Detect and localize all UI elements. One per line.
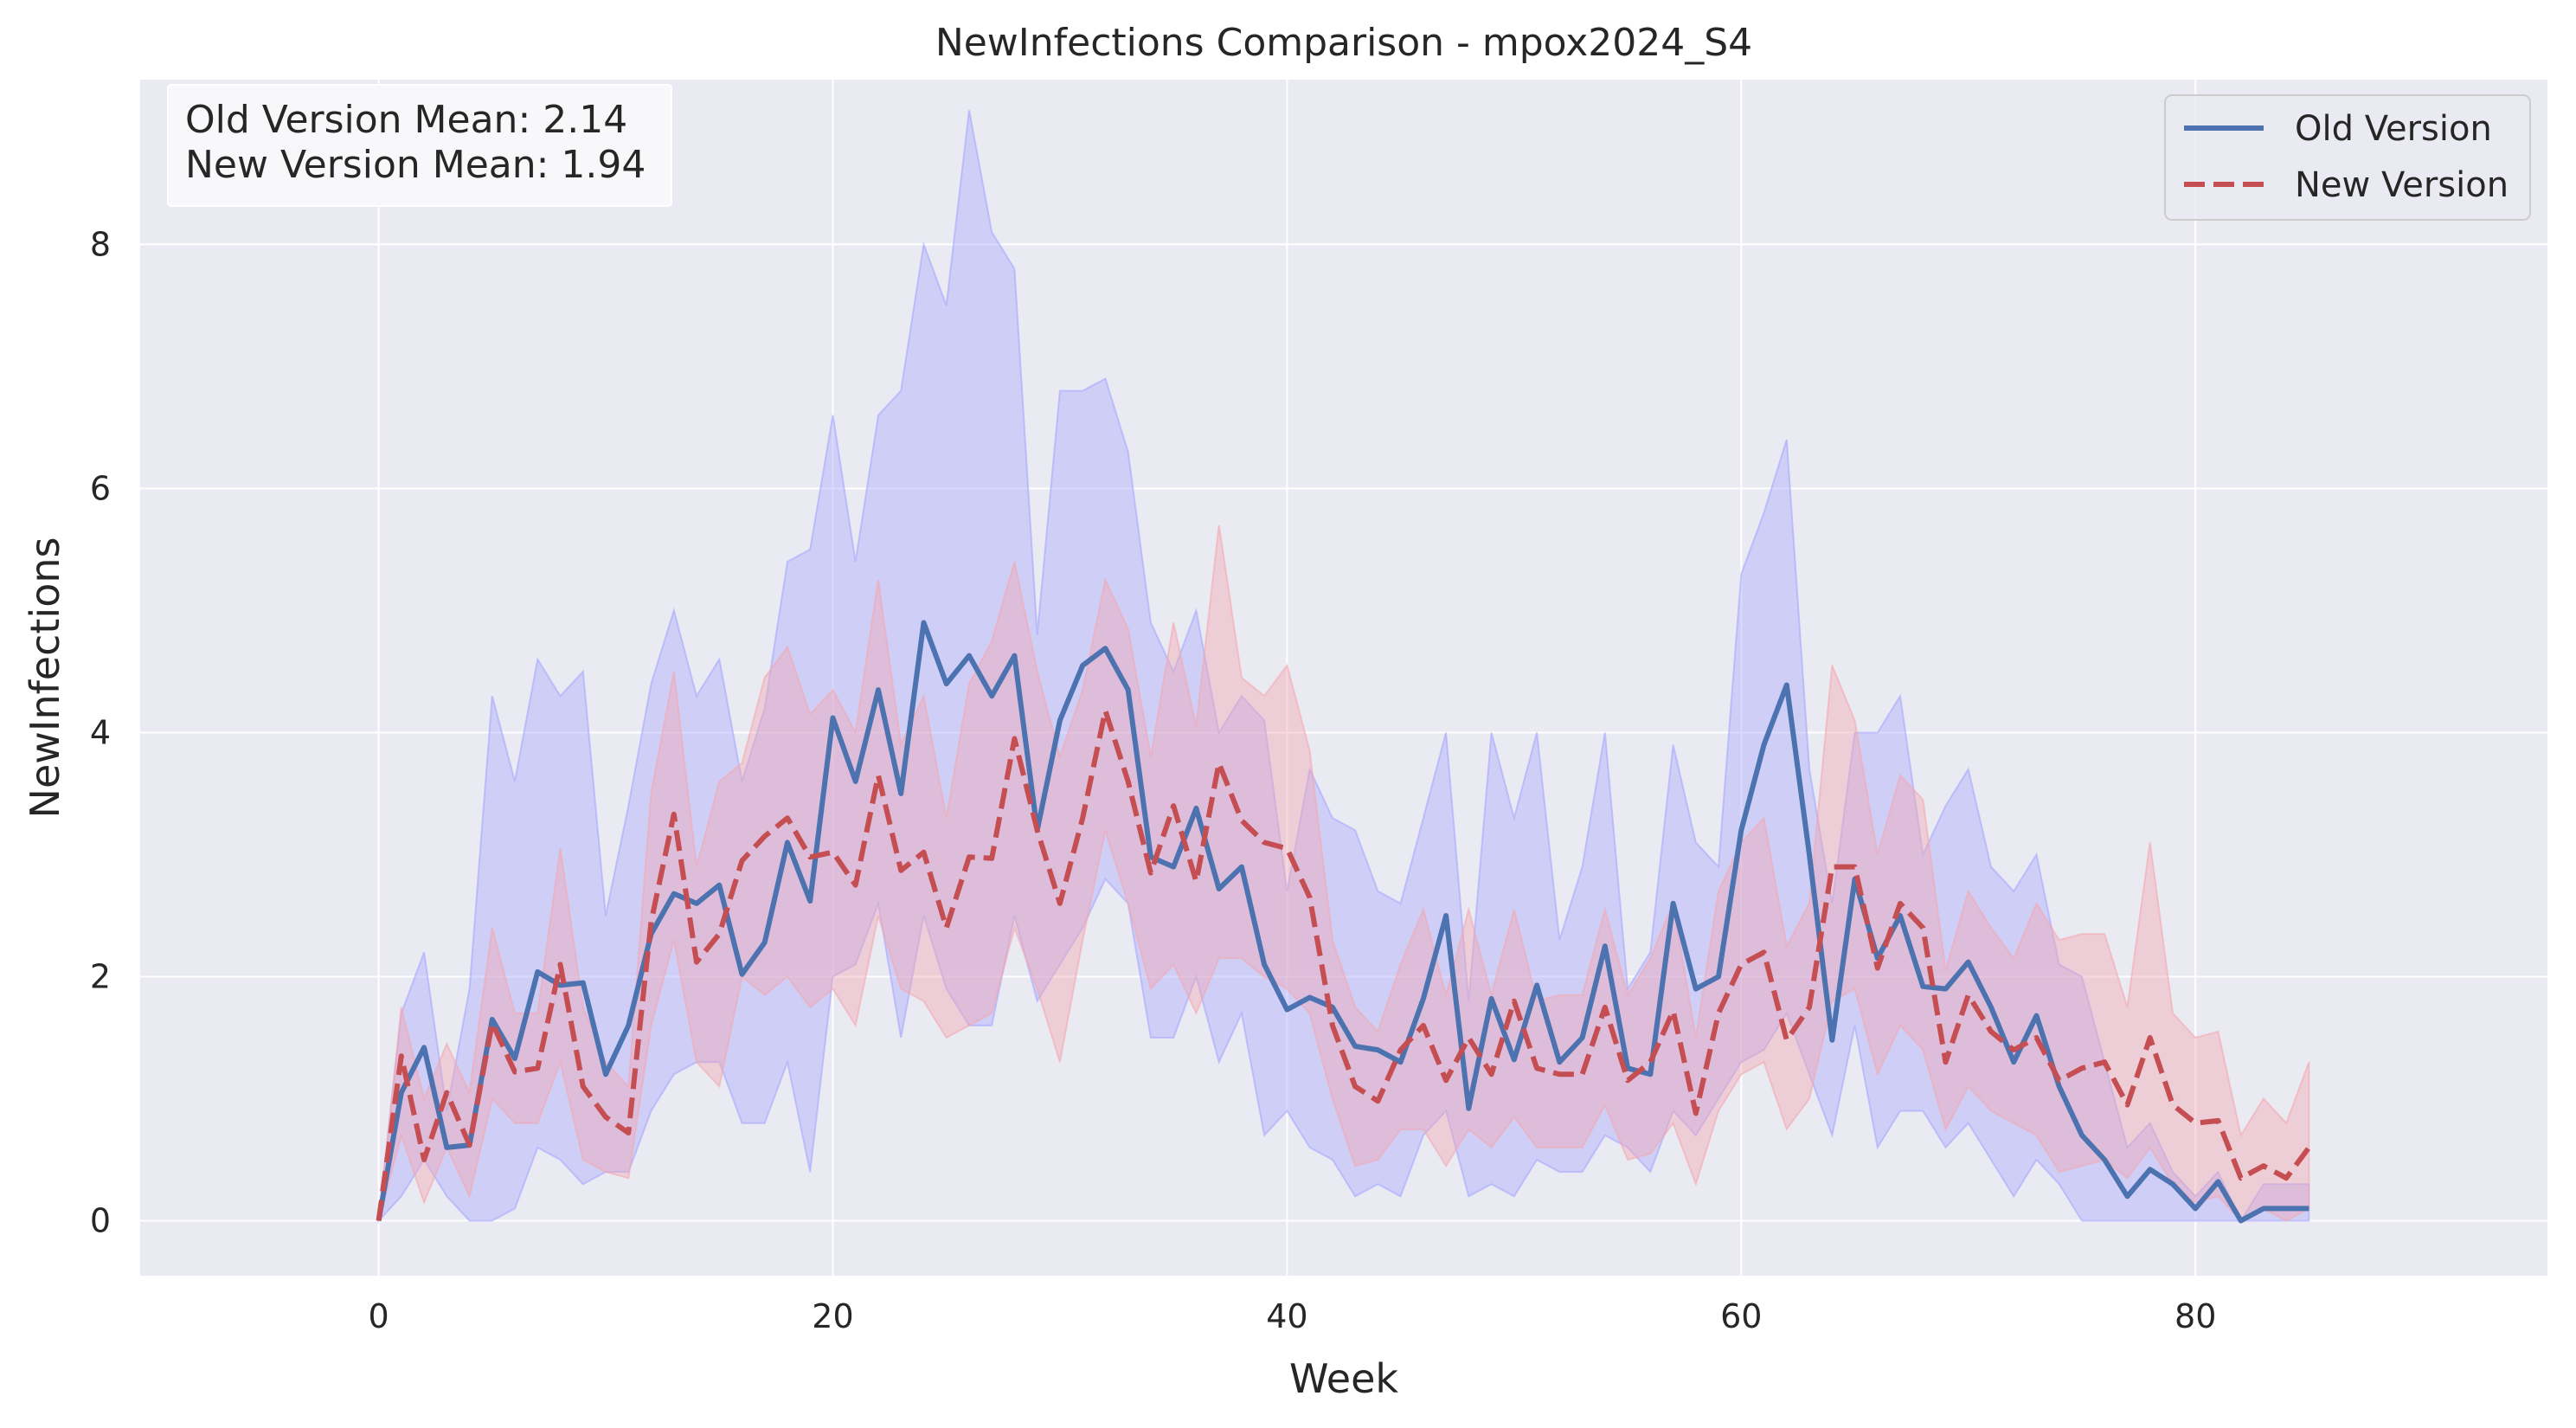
x-tick-label: 80 xyxy=(2175,1297,2216,1335)
legend-label-new: New Version xyxy=(2295,165,2509,205)
y-tick-label: 2 xyxy=(90,958,111,996)
y-tick-labels: 0 2 4 6 8 xyxy=(90,225,111,1239)
series-line-old xyxy=(376,620,2309,1224)
annotation-box xyxy=(167,84,672,207)
legend: Old Version New Version xyxy=(2164,94,2531,221)
y-tick-label: 4 xyxy=(90,713,111,751)
y-axis-label: NewInfections xyxy=(22,537,68,819)
grid-lines xyxy=(140,80,2547,1276)
x-axis-label: Week xyxy=(1289,1355,1398,1402)
y-tick-label: 6 xyxy=(90,469,111,507)
chart-title: NewInfections Comparison - mpox2024_S4 xyxy=(935,21,1752,65)
plot-background xyxy=(140,80,2547,1276)
annotation-new-mean: New Version Mean: 1.94 xyxy=(185,143,646,187)
confidence-band-new xyxy=(377,524,2310,1222)
x-tick-label: 40 xyxy=(1266,1297,1307,1335)
confidence-bands xyxy=(377,110,2310,1224)
x-tick-label: 0 xyxy=(368,1297,389,1335)
x-tick-labels: 0 20 40 60 80 xyxy=(368,1297,2216,1335)
x-tick-label: 20 xyxy=(812,1297,853,1335)
y-tick-label: 0 xyxy=(90,1202,111,1240)
mean-annotation: Old Version Mean: 2.14 New Version Mean:… xyxy=(167,84,672,207)
series-line-new xyxy=(376,708,2311,1221)
series-lines xyxy=(376,620,2311,1224)
legend-label-old: Old Version xyxy=(2295,109,2492,149)
y-tick-label: 8 xyxy=(90,225,111,263)
annotation-old-mean: Old Version Mean: 2.14 xyxy=(185,98,627,142)
x-tick-label: 60 xyxy=(1720,1297,1762,1335)
